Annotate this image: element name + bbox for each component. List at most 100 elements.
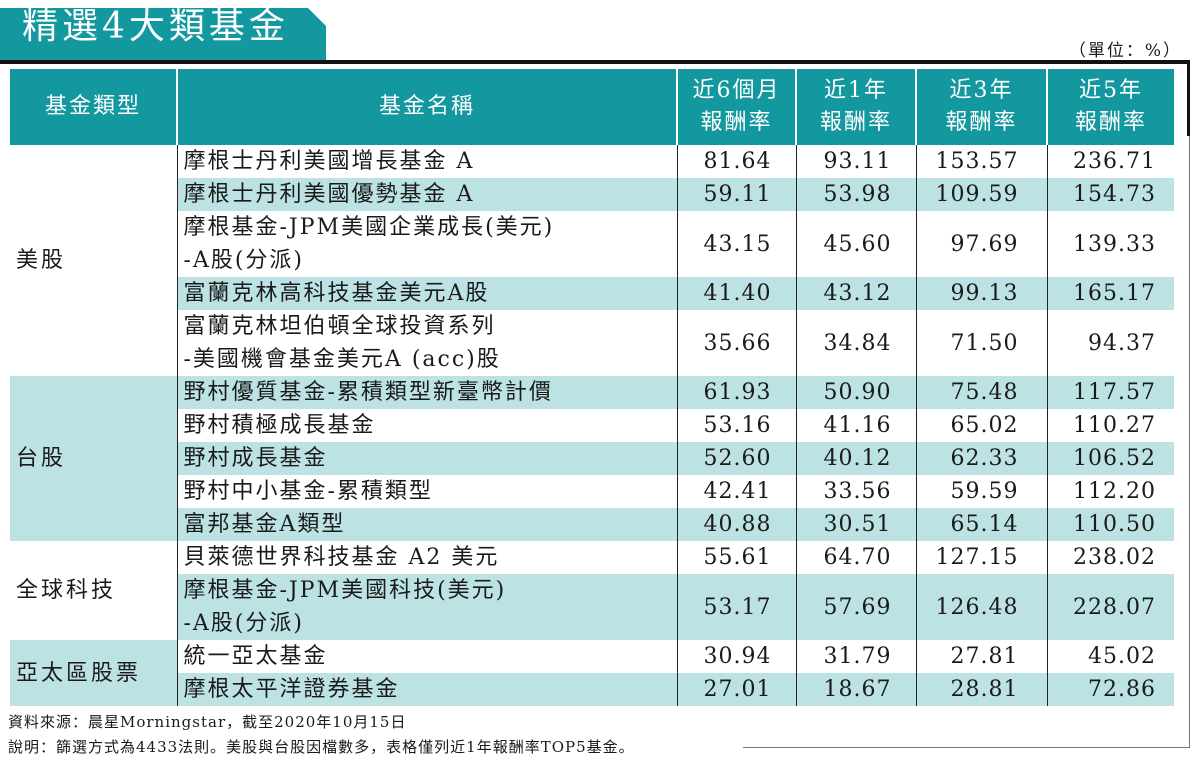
return-1y-cell: 57.69 — [795, 574, 916, 640]
fund-type-cell: 亞太區股票 — [10, 640, 177, 706]
return-3y-cell: 99.13 — [915, 277, 1047, 310]
return-3y-cell: 109.59 — [915, 178, 1047, 211]
return-1y-cell: 64.70 — [795, 541, 916, 574]
return-3y-cell: 59.59 — [915, 475, 1047, 508]
table-header-row: 基金類型 基金名稱 近6個月 報酬率 近1年 報酬率 近3年 報酬率 近5年 報酬率 — [10, 69, 1174, 145]
return-6m-cell: 41.40 — [676, 277, 796, 310]
table-row: 全球科技 貝萊德世界科技基金 A2 美元 55.61 64.70 127.15 … — [10, 541, 1174, 640]
return-1y-cell: 93.11 — [795, 145, 916, 178]
title-divider — [0, 60, 1190, 64]
return-1y-cell: 45.60 — [795, 211, 916, 277]
return-1y-cell: 33.56 — [795, 475, 916, 508]
return-6m-cell: 53.17 — [676, 574, 796, 640]
return-1y-cell: 18.67 — [795, 673, 916, 706]
table-row: 摩根基金-JPM美國科技(美元) -A股(分派) 53.17 57.69 126.… — [10, 574, 1174, 640]
table-row: 美股 摩根士丹利美國增長基金 A 81.64 93.11 153.57 236.… — [10, 145, 1174, 376]
table-row: 摩根太平洋證券基金 27.01 18.67 28.81 72.86 — [10, 673, 1174, 706]
return-5y-cell: 154.73 — [1046, 178, 1174, 211]
return-1y-cell: 50.90 — [795, 376, 916, 409]
return-3y-cell: 62.33 — [915, 442, 1047, 475]
return-5y-cell: 112.20 — [1046, 475, 1174, 508]
table-row: 亞太區股票 統一亞太基金 30.94 31.79 27.81 45.02 — [10, 640, 1174, 706]
fund-name-cell: 統一亞太基金 — [176, 640, 677, 673]
fund-name-cell: 富邦基金A類型 — [176, 508, 677, 541]
return-5y-cell: 228.07 — [1046, 574, 1174, 640]
fund-name-cell: 野村中小基金-累積類型 — [176, 475, 677, 508]
fund-name-cell: 摩根太平洋證券基金 — [176, 673, 677, 706]
fund-name-cell: 摩根基金-JPM美國科技(美元) -A股(分派) — [176, 574, 677, 640]
page-title: 精選4大類基金 — [22, 6, 289, 47]
return-6m-cell: 53.16 — [676, 409, 796, 442]
return-3y-cell: 75.48 — [915, 376, 1047, 409]
return-3y-cell: 27.81 — [915, 640, 1047, 673]
return-3y-cell: 28.81 — [915, 673, 1047, 706]
return-3y-cell: 65.02 — [915, 409, 1047, 442]
fund-name-cell: 富蘭克林高科技基金美元A股 — [176, 277, 677, 310]
fund-name-cell: 貝萊德世界科技基金 A2 美元 — [176, 541, 677, 574]
source-note: 資料來源：晨星Morningstar，截至2020年10月15日 — [8, 713, 407, 731]
table-row: 台股 野村優質基金-累積類型新臺幣計價 61.93 50.90 75.48 11… — [10, 376, 1174, 541]
header-return-6m: 近6個月 報酬率 — [676, 69, 796, 145]
fund-name-cell: 摩根士丹利美國增長基金 A — [176, 145, 677, 178]
frame-border-right-thin — [1189, 136, 1190, 748]
return-1y-cell: 40.12 — [795, 442, 916, 475]
return-6m-cell: 52.60 — [676, 442, 796, 475]
return-1y-cell: 30.51 — [795, 508, 916, 541]
table-row: 摩根基金-JPM美國企業成長(美元) -A股(分派) 43.15 45.60 97… — [10, 211, 1174, 277]
return-6m-cell: 61.93 — [676, 376, 796, 409]
return-6m-cell: 81.64 — [676, 145, 796, 178]
return-5y-cell: 139.33 — [1046, 211, 1174, 277]
return-6m-cell: 43.15 — [676, 211, 796, 277]
fund-name-cell: 摩根基金-JPM美國企業成長(美元) -A股(分派) — [176, 211, 677, 277]
table-row: 野村積極成長基金 53.16 41.16 65.02 110.27 — [10, 409, 1174, 442]
return-5y-cell: 106.52 — [1046, 442, 1174, 475]
table-row: 野村成長基金 52.60 40.12 62.33 106.52 — [10, 442, 1174, 475]
header-fund-name: 基金名稱 — [176, 69, 677, 145]
table-row: 摩根士丹利美國優勢基金 A 59.11 53.98 109.59 154.73 — [10, 178, 1174, 211]
unit-label: （單位：%） — [1068, 41, 1182, 61]
frame-border-right — [1187, 60, 1190, 136]
return-6m-cell: 30.94 — [676, 640, 796, 673]
return-1y-cell: 43.12 — [795, 277, 916, 310]
return-3y-cell: 127.15 — [915, 541, 1047, 574]
return-3y-cell: 65.14 — [915, 508, 1047, 541]
return-5y-cell: 72.86 — [1046, 673, 1174, 706]
fund-name-cell: 野村優質基金-累積類型新臺幣計價 — [176, 376, 677, 409]
return-6m-cell: 40.88 — [676, 508, 796, 541]
return-5y-cell: 238.02 — [1046, 541, 1174, 574]
table-row: 富蘭克林坦伯頓全球投資系列 -美國機會基金美元A (acc)股 35.66 34.… — [10, 310, 1174, 376]
return-5y-cell: 94.37 — [1046, 310, 1174, 376]
return-3y-cell: 126.48 — [915, 574, 1047, 640]
return-1y-cell: 53.98 — [795, 178, 916, 211]
frame-border-bottom — [743, 747, 1190, 748]
fund-type-cell: 全球科技 — [10, 541, 177, 640]
return-3y-cell: 71.50 — [915, 310, 1047, 376]
table-row: 野村中小基金-累積類型 42.41 33.56 59.59 112.20 — [10, 475, 1174, 508]
header-return-1y: 近1年 報酬率 — [795, 69, 916, 145]
return-1y-cell: 34.84 — [795, 310, 916, 376]
return-1y-cell: 41.16 — [795, 409, 916, 442]
header-return-5y: 近5年 報酬率 — [1046, 69, 1174, 145]
return-6m-cell: 42.41 — [676, 475, 796, 508]
return-5y-cell: 110.50 — [1046, 508, 1174, 541]
fund-table: 基金類型 基金名稱 近6個月 報酬率 近1年 報酬率 近3年 報酬率 近5年 報酬率 美… — [10, 69, 1174, 706]
table-row: 富蘭克林高科技基金美元A股 41.40 43.12 99.13 165.17 — [10, 277, 1174, 310]
return-3y-cell: 153.57 — [915, 145, 1047, 178]
return-5y-cell: 236.71 — [1046, 145, 1174, 178]
return-1y-cell: 31.79 — [795, 640, 916, 673]
fund-name-cell: 野村成長基金 — [176, 442, 677, 475]
title-banner — [0, 8, 326, 60]
return-6m-cell: 27.01 — [676, 673, 796, 706]
return-6m-cell: 35.66 — [676, 310, 796, 376]
return-5y-cell: 45.02 — [1046, 640, 1174, 673]
return-5y-cell: 110.27 — [1046, 409, 1174, 442]
footnotes: 資料來源：晨星Morningstar，截至2020年10月15日 說明：篩選方式… — [8, 710, 635, 760]
table-row: 富邦基金A類型 40.88 30.51 65.14 110.50 — [10, 508, 1174, 541]
return-5y-cell: 165.17 — [1046, 277, 1174, 310]
fund-name-cell: 野村積極成長基金 — [176, 409, 677, 442]
fund-type-cell: 台股 — [10, 376, 177, 541]
return-6m-cell: 55.61 — [676, 541, 796, 574]
header-fund-type: 基金類型 — [10, 69, 177, 145]
fund-name-cell: 富蘭克林坦伯頓全球投資系列 -美國機會基金美元A (acc)股 — [176, 310, 677, 376]
fund-name-cell: 摩根士丹利美國優勢基金 A — [176, 178, 677, 211]
